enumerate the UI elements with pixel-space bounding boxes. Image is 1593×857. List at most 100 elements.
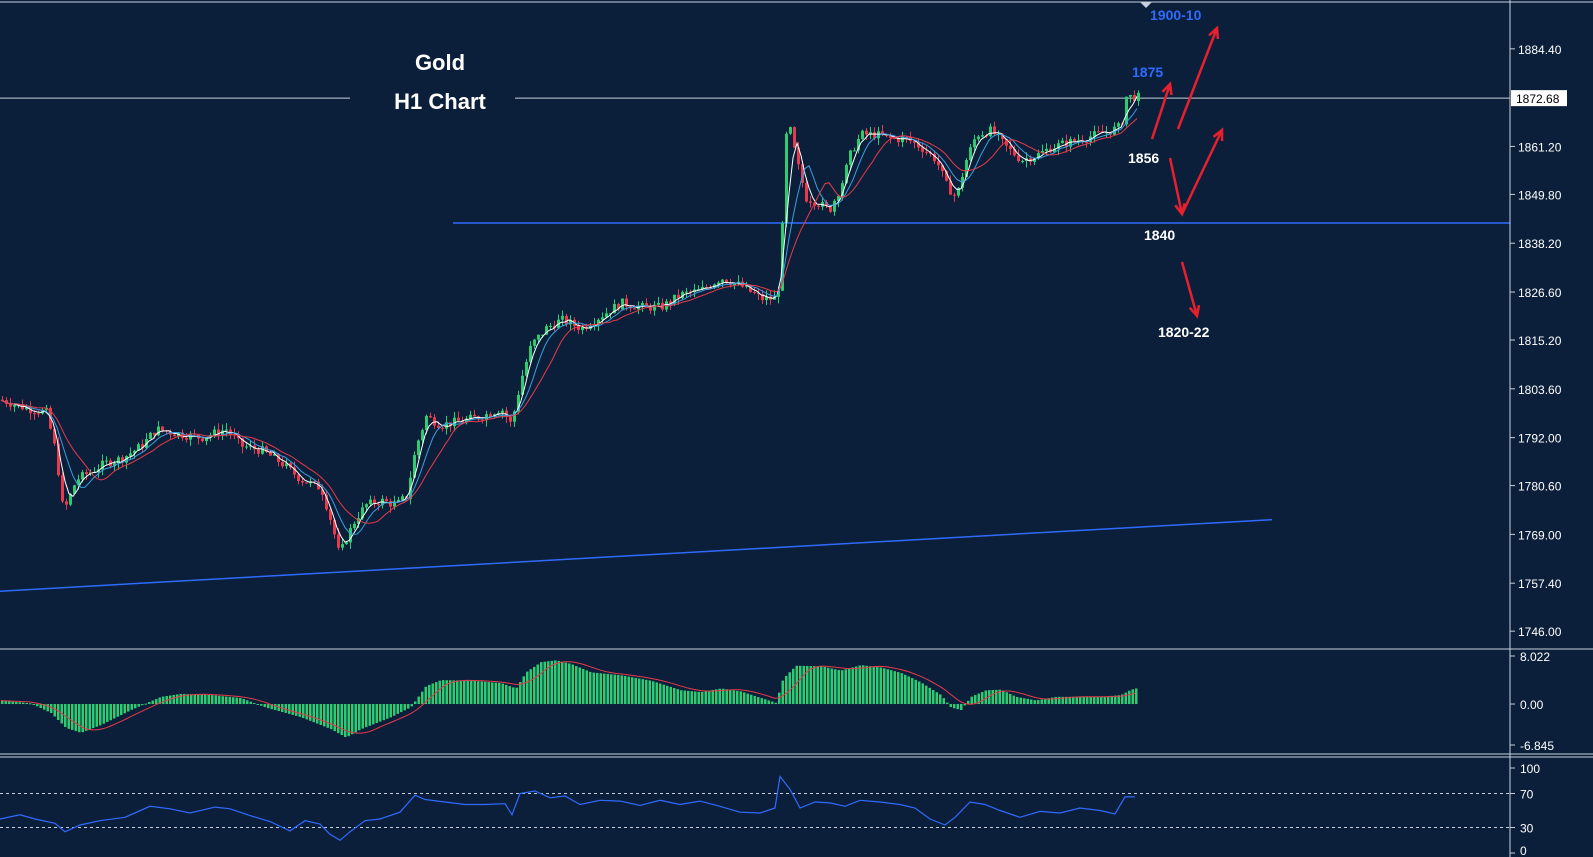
annotations: 1900-10 1875 1856 1840 1820-22 <box>1128 7 1224 340</box>
candle-body <box>457 417 460 421</box>
macd-bar <box>613 674 616 705</box>
macd-bar <box>57 704 60 720</box>
macd-bar <box>487 682 490 705</box>
macd-bar <box>746 693 749 705</box>
macd-bar <box>410 704 413 707</box>
candle-body <box>61 475 64 502</box>
macd-bar <box>1030 699 1033 705</box>
macd-bar <box>680 690 683 705</box>
macd-bar <box>74 704 77 732</box>
macd-bar <box>120 704 123 715</box>
candle-body <box>213 429 216 436</box>
macd-bar <box>232 697 235 705</box>
candle-body <box>969 147 972 161</box>
candle-body <box>685 291 688 293</box>
candle-body <box>945 171 948 181</box>
macd-bar <box>568 663 571 705</box>
candle-body <box>677 294 680 299</box>
price-tick-label: 1861.20 <box>1518 140 1562 154</box>
candle-body <box>641 303 644 306</box>
candle-body <box>441 427 444 429</box>
current-price-tag <box>1511 90 1567 107</box>
candle-body <box>913 141 916 143</box>
price-tick-label: 1826.60 <box>1518 286 1562 300</box>
macd-bar <box>592 672 595 705</box>
macd-bar <box>386 704 389 719</box>
macd-bar <box>578 667 581 705</box>
macd-bar <box>190 694 193 705</box>
macd-bar <box>837 669 840 705</box>
rsi-tick-label: 70 <box>1520 788 1534 802</box>
macd-bar <box>354 704 357 733</box>
candle-body <box>369 499 372 505</box>
candle-body <box>69 493 72 505</box>
candle-body <box>401 496 404 500</box>
macd-bar <box>900 673 903 705</box>
macd-bar <box>648 680 651 705</box>
candle-body <box>417 440 420 456</box>
macd-bar <box>785 675 788 705</box>
macd-bar <box>855 666 858 705</box>
candle-body <box>933 153 936 162</box>
macd-bar <box>862 665 865 705</box>
candle-body <box>321 489 324 495</box>
macd-bar <box>932 690 935 705</box>
macd-bar <box>907 676 910 705</box>
macd-bar <box>610 674 613 705</box>
candle-body <box>57 443 60 476</box>
macd-bar <box>946 702 949 705</box>
macd-bar <box>1135 688 1138 705</box>
candle-body <box>529 345 532 362</box>
candle-body <box>1101 131 1104 133</box>
macd-bar <box>137 704 140 707</box>
macd-bar <box>134 704 137 709</box>
price-tick-label: 1838.20 <box>1518 237 1562 251</box>
macd-bar <box>253 703 256 705</box>
macd-bar <box>645 679 648 705</box>
candle-body <box>981 135 984 137</box>
arrow-head-icon <box>1208 25 1220 40</box>
macd-bar <box>512 687 515 705</box>
macd-bar <box>911 678 914 705</box>
macd-bar <box>1096 696 1099 705</box>
macd-bar <box>480 681 483 705</box>
macd-bar <box>204 694 207 705</box>
macd-bar <box>218 695 221 705</box>
macd-bar <box>1005 692 1008 705</box>
macd-bar <box>319 704 322 725</box>
macd-bar <box>484 681 487 705</box>
macd-bar <box>389 704 392 718</box>
macd-bar <box>452 680 455 705</box>
macd-bar <box>841 670 844 705</box>
candle-body <box>533 339 536 346</box>
candle-body <box>429 415 432 418</box>
macd-bar <box>256 704 259 706</box>
macd-bar <box>606 673 609 705</box>
candle-body <box>841 183 844 197</box>
macd-bar <box>449 680 452 705</box>
macd-bar <box>890 670 893 705</box>
candle-body <box>761 294 764 301</box>
candle-body <box>737 281 740 284</box>
macd-bar <box>235 697 238 705</box>
macd-bar <box>463 680 466 705</box>
macd-bar <box>330 704 333 730</box>
macd-bar <box>71 704 74 730</box>
annotation-label: 1820-22 <box>1158 324 1210 340</box>
macd-bar <box>1103 696 1106 705</box>
macd-bar <box>963 704 966 706</box>
rsi-tick-label: 100 <box>1520 762 1540 776</box>
macd-bar <box>564 662 567 705</box>
macd-bar <box>1061 696 1064 705</box>
macd-bar <box>557 660 560 705</box>
macd-bar <box>669 686 672 705</box>
macd-bar <box>186 694 189 705</box>
candle-body <box>101 460 104 470</box>
candle-body <box>373 499 376 505</box>
candle-body <box>433 417 436 426</box>
macd-bar <box>928 687 931 705</box>
candle-body <box>789 127 792 134</box>
candle-body <box>777 290 780 297</box>
annotation-label: 1856 <box>1128 150 1159 166</box>
macd-bar <box>274 704 277 711</box>
